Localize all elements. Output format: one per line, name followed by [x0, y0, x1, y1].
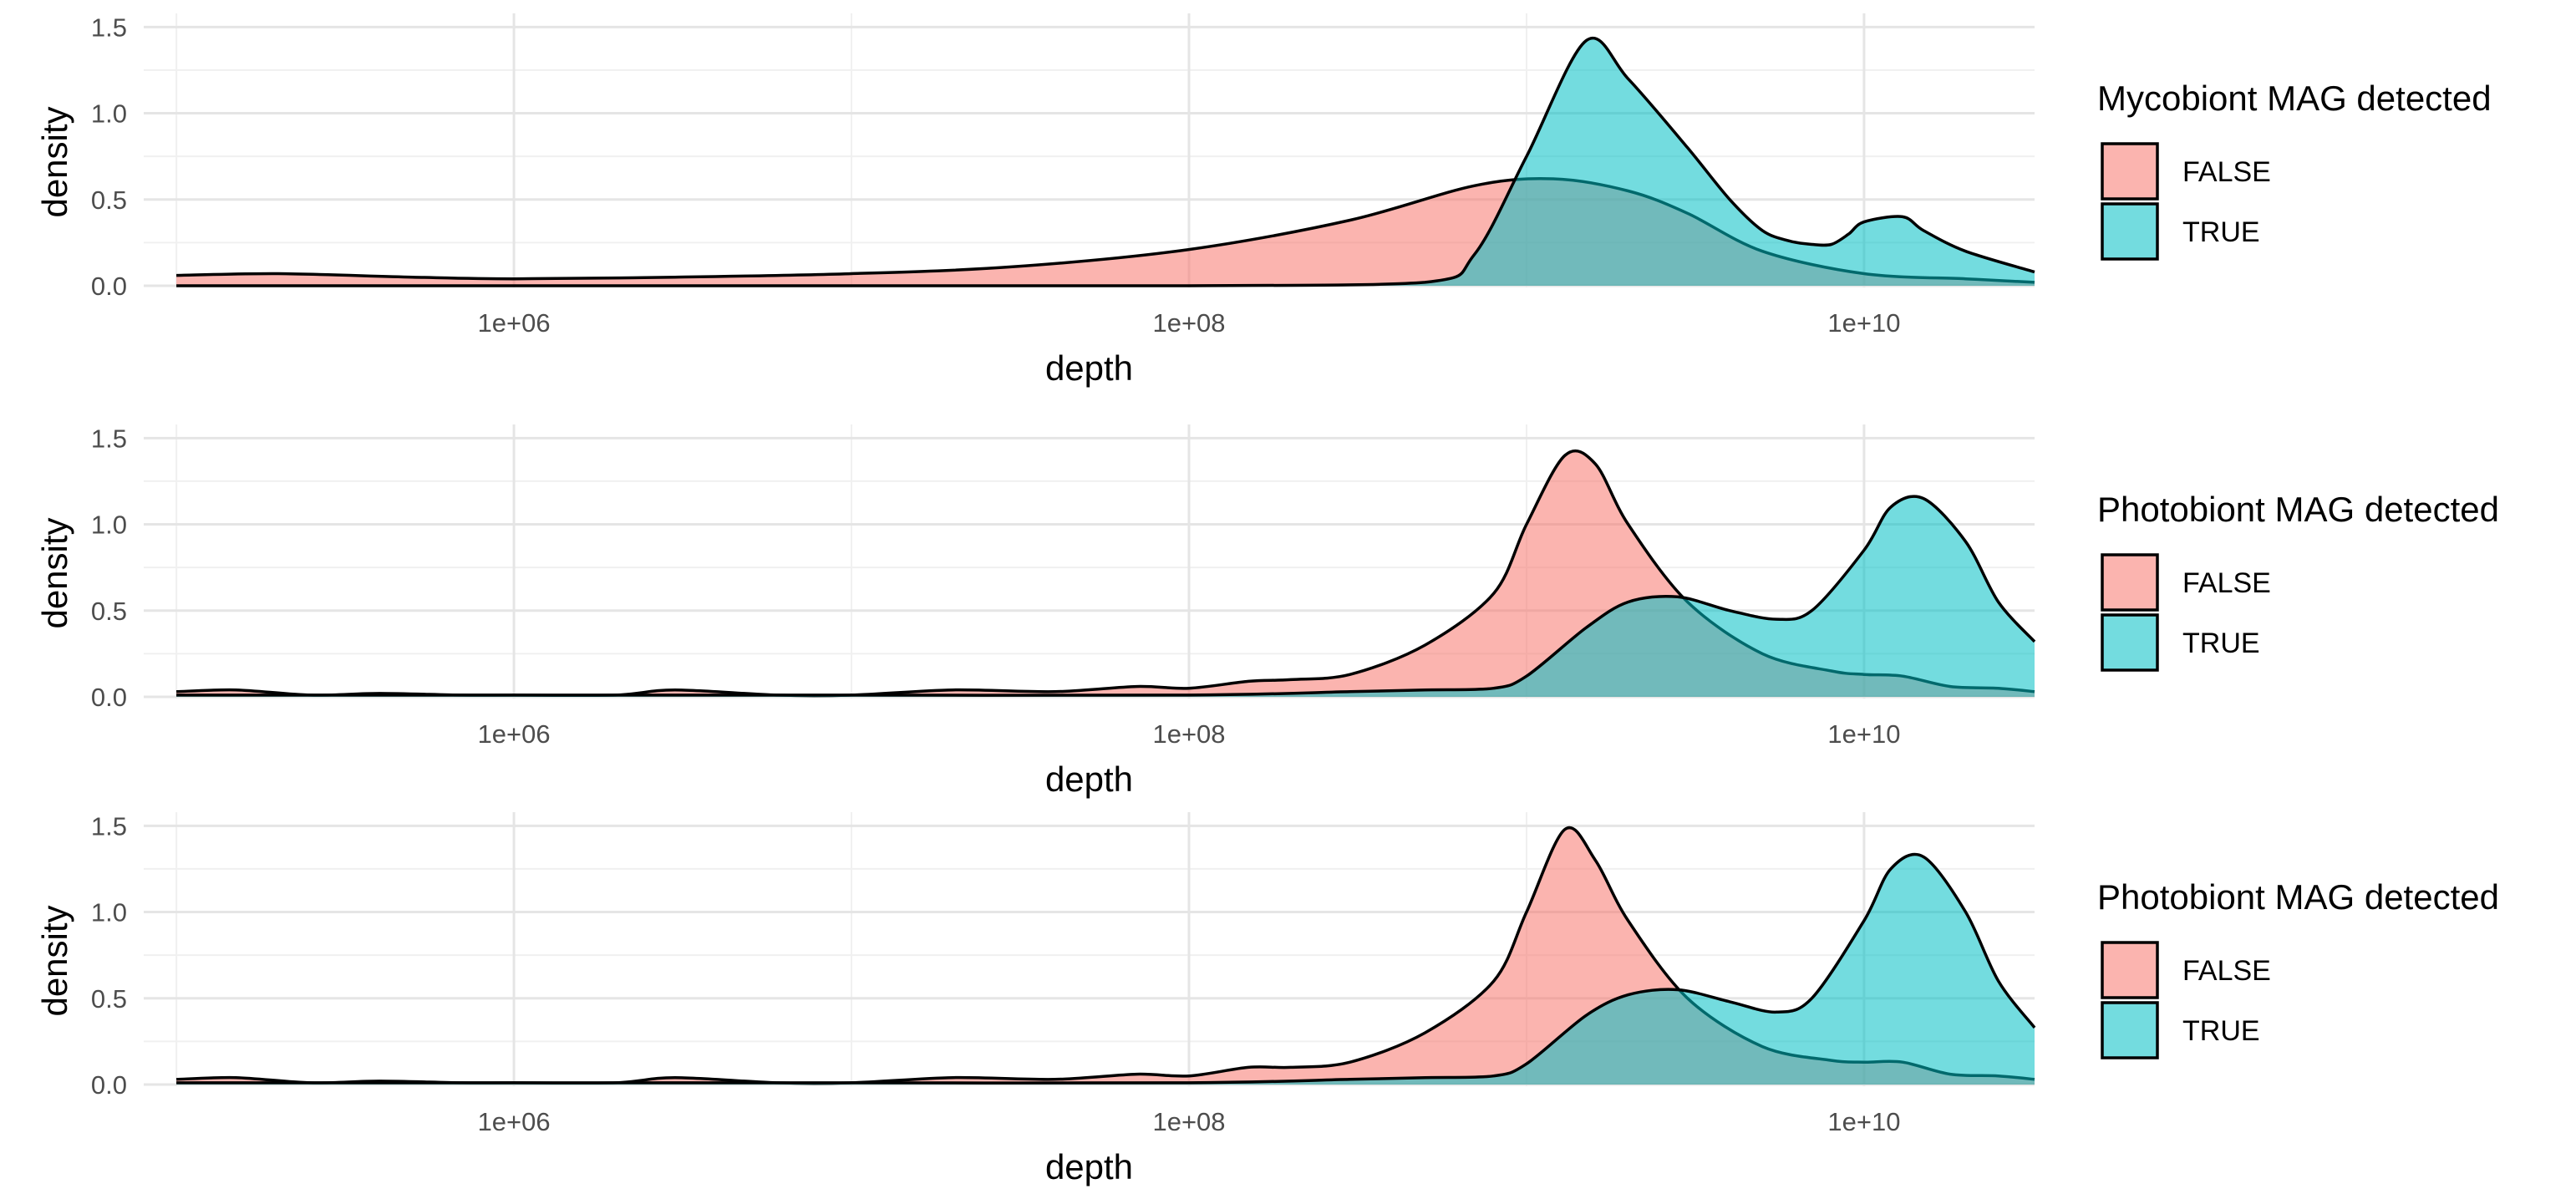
legend: Mycobiont MAG detected FALSE TRUE [2097, 79, 2492, 261]
y-tick-label: 0.5 [91, 984, 127, 1014]
x-tick-label: 1e+10 [1827, 308, 1900, 338]
density-area-true [176, 496, 2035, 697]
x-axis-title: depth [1045, 1147, 1133, 1186]
density-curve-true [176, 852, 2036, 1085]
legend-key-true [2101, 1001, 2159, 1059]
y-tick-label: 1.5 [91, 424, 127, 453]
y-tick-label: 1.0 [91, 898, 127, 927]
density-curve-true [176, 37, 2035, 287]
x-tick-label: 1e+10 [1827, 719, 1900, 749]
legend-label-true: TRUE [2182, 1015, 2260, 1047]
density-panel-1: 0.0 0.5 1.0 1.5 1e+06 1e+08 1e+10 depth density M… [35, 13, 2492, 388]
y-axis-title: density [35, 905, 74, 1016]
legend-label-true: TRUE [2182, 216, 2260, 248]
legend-key-false [2101, 553, 2159, 612]
y-tick-label: 0.0 [91, 683, 127, 712]
x-tick-label: 1e+10 [1827, 1107, 1900, 1136]
y-tick-label: 1.5 [91, 13, 127, 42]
y-tick-label: 1.5 [91, 811, 127, 841]
density-panel-2: 0.0 0.5 1.0 1.5 1e+06 1e+08 1e+10 depth density P… [35, 424, 2499, 799]
y-tick-label: 0.0 [91, 1070, 127, 1100]
y-tick-label: 1.0 [91, 511, 127, 540]
legend-title: Mycobiont MAG detected [2097, 79, 2492, 118]
y-axis-title: density [35, 106, 74, 217]
y-tick-label: 1.0 [91, 99, 127, 129]
density-panel-3: 0.0 0.5 1.0 1.5 1e+06 1e+08 1e+10 depth density P… [35, 811, 2499, 1186]
legend-key-false [2101, 142, 2159, 201]
legend: Photobiont MAG detected FALSE TRUE [2097, 877, 2499, 1059]
density-area-true [176, 38, 2035, 287]
x-tick-label: 1e+06 [478, 1107, 551, 1136]
legend-label-true: TRUE [2182, 627, 2260, 659]
x-tick-label: 1e+08 [1152, 719, 1225, 749]
y-tick-label: 0.5 [91, 597, 127, 626]
legend-label-false: FALSE [2182, 567, 2271, 599]
legend-key-true [2101, 613, 2159, 672]
legend-label-false: FALSE [2182, 156, 2271, 188]
density-area-false [176, 450, 2035, 697]
x-axis-title: depth [1045, 348, 1133, 388]
y-tick-label: 0.0 [91, 272, 127, 301]
y-tick-label: 0.5 [91, 185, 127, 215]
x-axis-title: depth [1045, 760, 1133, 799]
legend: Photobiont MAG detected FALSE TRUE [2097, 490, 2499, 672]
y-axis-title: density [35, 517, 74, 628]
legend-label-false: FALSE [2182, 955, 2271, 987]
x-tick-label: 1e+06 [478, 719, 551, 749]
legend-key-false [2101, 941, 2159, 999]
density-area-true [176, 854, 2035, 1085]
x-tick-label: 1e+08 [1152, 308, 1225, 338]
x-tick-label: 1e+06 [478, 308, 551, 338]
x-tick-label: 1e+08 [1152, 1107, 1225, 1136]
density-curve-true [176, 495, 2036, 697]
density-area-false [176, 827, 2035, 1085]
legend-key-true [2101, 202, 2159, 261]
legend-title: Photobiont MAG detected [2097, 490, 2499, 529]
legend-title: Photobiont MAG detected [2097, 877, 2499, 917]
